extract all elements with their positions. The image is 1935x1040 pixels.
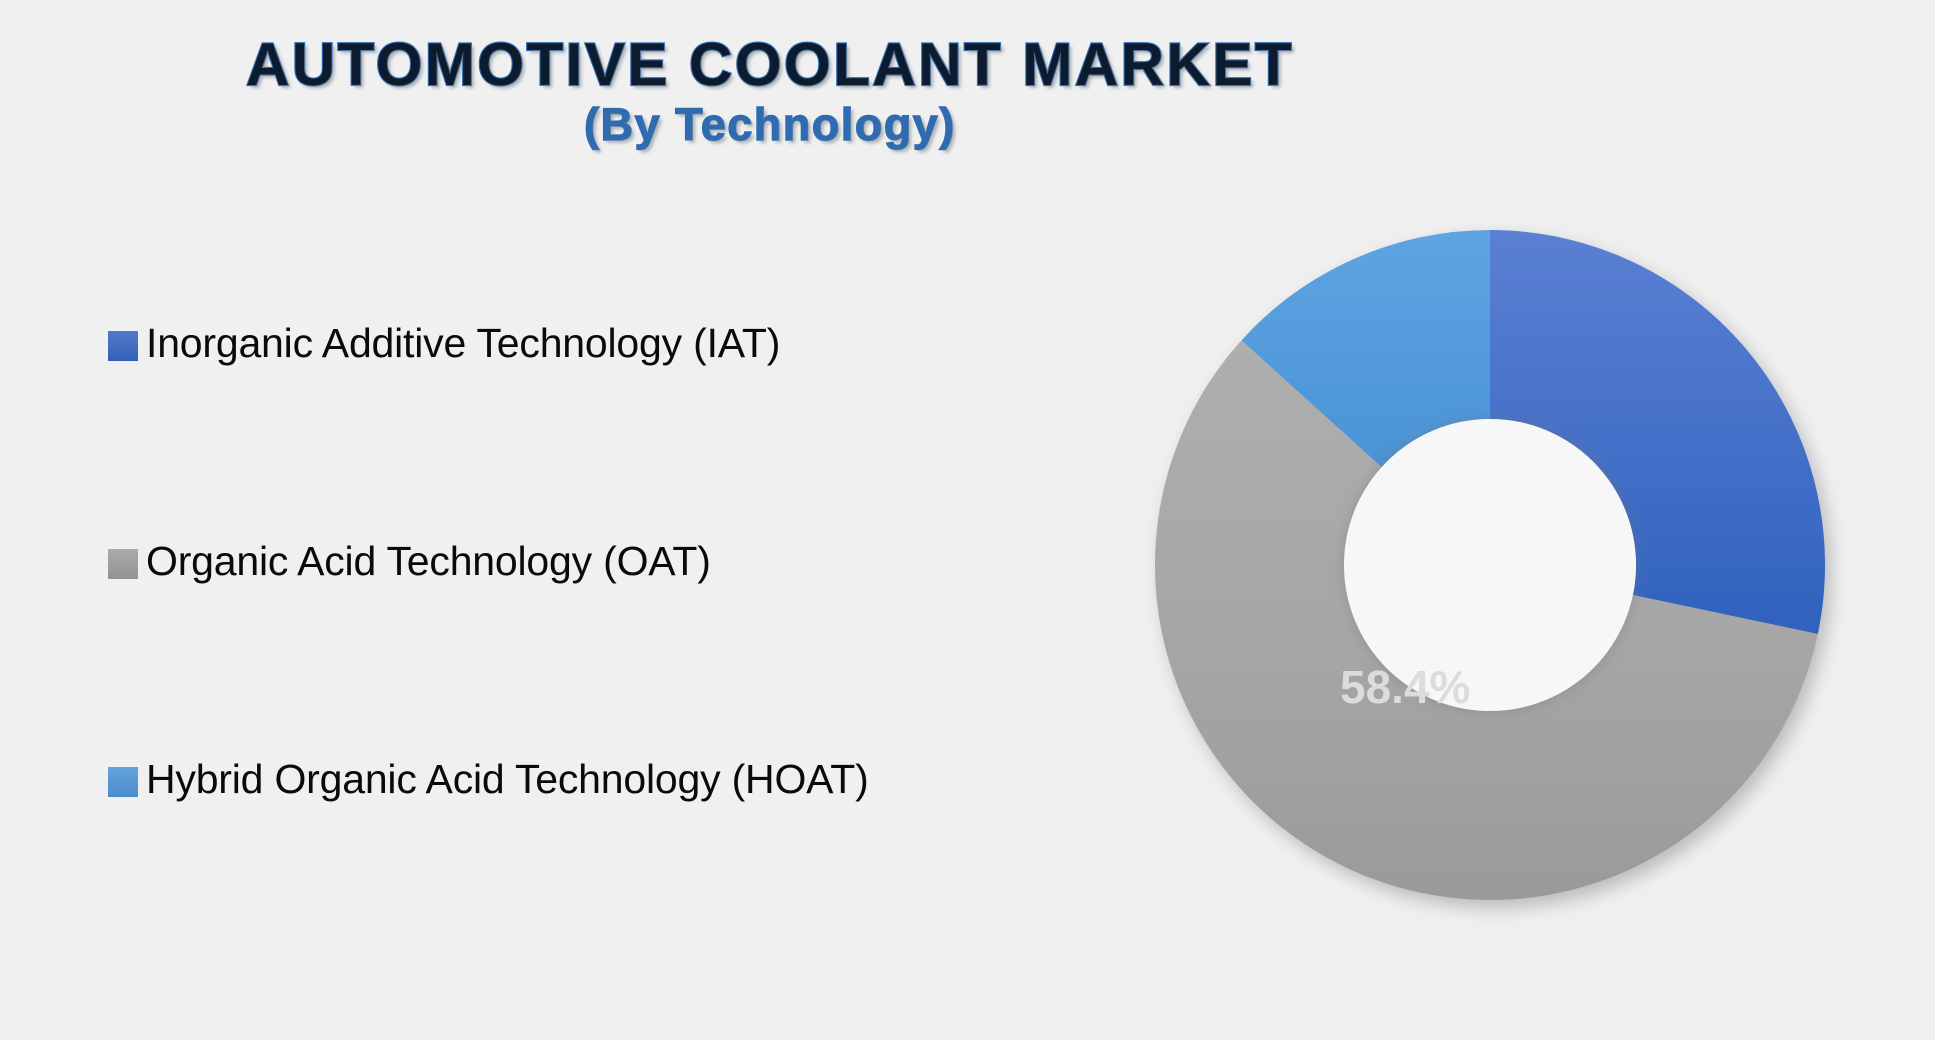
donut-center-hole <box>1344 419 1636 711</box>
chart-header: AUTOMOTIVE COOLANT MARKET (By Technology… <box>0 31 1540 151</box>
legend-swatch-hoat-icon <box>108 767 138 797</box>
chart-legend: Inorganic Additive Technology (IAT) Orga… <box>108 318 888 972</box>
slice-hoat[interactable] <box>1241 230 1490 468</box>
legend-swatch-iat-icon <box>108 331 138 361</box>
donut-slices <box>1155 230 1825 900</box>
page-subtitle: (By Technology) <box>583 98 956 151</box>
legend-item-oat[interactable]: Organic Acid Technology (OAT) <box>108 536 888 754</box>
legend-swatch-oat-icon <box>108 549 138 579</box>
legend-label-hoat: Hybrid Organic Acid Technology (HOAT) <box>146 756 869 802</box>
legend-label-oat: Organic Acid Technology (OAT) <box>146 538 711 584</box>
legend-item-iat[interactable]: Inorganic Additive Technology (IAT) <box>108 318 888 536</box>
slice-iat[interactable] <box>1490 230 1825 634</box>
legend-label-iat: Inorganic Additive Technology (IAT) <box>146 320 781 366</box>
donut-chart: 58.4% <box>1110 185 1870 945</box>
legend-item-hoat[interactable]: Hybrid Organic Acid Technology (HOAT) <box>108 754 888 972</box>
donut-chart-svg: 58.4% <box>1155 230 1825 900</box>
page-title: AUTOMOTIVE COOLANT MARKET <box>245 31 1295 98</box>
slice-oat[interactable] <box>1155 340 1818 900</box>
slice-label-oat: 58.4% <box>1340 661 1470 713</box>
